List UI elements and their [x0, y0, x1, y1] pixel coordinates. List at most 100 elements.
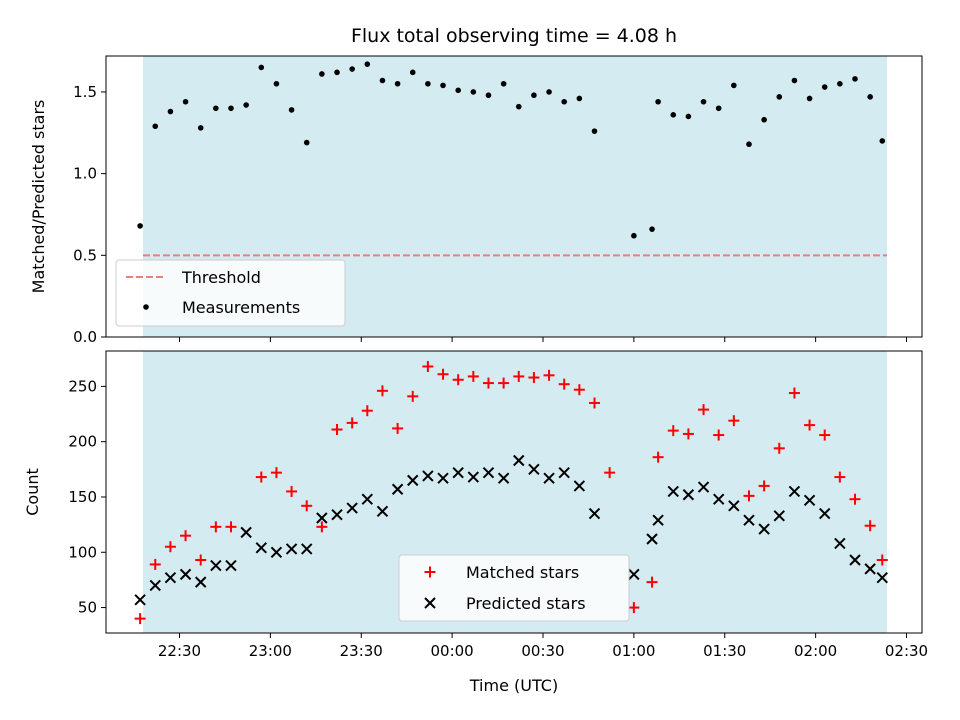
predicted-star-point: [255, 542, 267, 554]
measurement-point: [273, 80, 280, 87]
measurement-point: [515, 103, 522, 110]
predicted-star-point: [864, 563, 876, 575]
measurement-point: [167, 108, 174, 115]
measurement-point: [591, 128, 598, 134]
predicted-star-point: [467, 471, 480, 483]
predicted-star-point: [437, 472, 449, 484]
count-legend: Matched stars Predicted stars: [398, 554, 630, 622]
matched-star-point: [346, 417, 358, 429]
predicted-star-point: [391, 483, 404, 495]
matched-star-point: [628, 602, 640, 614]
measurement-point: [197, 125, 204, 131]
matched-star-point: [876, 554, 888, 566]
measurement-point: [879, 138, 886, 144]
predicted-star-point: [573, 480, 586, 492]
predicted-star-point: [194, 576, 207, 588]
measurement-point: [806, 95, 813, 102]
measurement-point: [440, 82, 446, 89]
measurement-point: [631, 232, 637, 239]
count-panel: 50 100 150 200 250 22:30 23:00 23:30 00:00 00:30…: [23, 350, 928, 695]
predicted-star-point: [331, 508, 343, 521]
predicted-star-point: [667, 485, 679, 498]
measurement-point: [425, 80, 431, 87]
chart-title: Flux total observing time = 4.08 h: [351, 25, 677, 47]
predicted-star-point: [513, 454, 525, 467]
predicted-star-point: [543, 472, 555, 484]
y-tick-label: 1.0: [73, 165, 97, 183]
measurement-point: [531, 92, 537, 99]
matched-star-point: [573, 384, 585, 396]
matched-star-point: [286, 485, 298, 497]
matched-star-point: [376, 385, 388, 397]
matched-star-point: [392, 422, 404, 434]
predicted-star-point: [652, 514, 664, 526]
count-panel-frame: [105, 350, 923, 634]
ratio-panel: 0.0 0.5 1.0 1.5 Flux total observing time =…: [29, 25, 923, 346]
measurement-point: [776, 94, 783, 100]
matched-star-point: [270, 467, 282, 479]
x-tick-label: 02:30: [885, 642, 928, 660]
x-tick-label: 01:00: [612, 642, 655, 660]
measurement-point: [288, 107, 295, 113]
predicted-star-point: [210, 559, 222, 572]
matched-star-point: [743, 490, 755, 502]
predicted-star-point: [697, 481, 710, 493]
matched-star-point: [225, 521, 237, 533]
x-tick-label: 01:30: [703, 642, 746, 660]
legend-matched-swatch: [424, 566, 436, 578]
y-tick-label: 1.5: [73, 83, 97, 101]
matched-star-point: [819, 429, 831, 441]
measurement-point: [546, 89, 552, 95]
matched-star-point: [301, 500, 313, 512]
measurement-point: [485, 92, 492, 99]
measurement-point: [349, 66, 355, 72]
ratio-y-axis-label: Matched/Predicted stars: [29, 100, 48, 294]
measurement-point: [649, 226, 655, 232]
predicted-star-point: [149, 579, 161, 592]
predicted-star-point: [803, 494, 816, 507]
measurement-point: [761, 116, 767, 123]
predicted-star-point: [743, 514, 755, 526]
matched-star-point: [758, 480, 770, 492]
measurement-point: [152, 123, 159, 130]
legend-predicted-swatch: [424, 597, 436, 609]
matched-star-point: [331, 424, 343, 436]
measurement-point: [746, 141, 752, 148]
predicted-star-point: [316, 512, 328, 524]
ratio-panel-frame: [105, 55, 923, 338]
predicted-star-point: [407, 474, 419, 487]
matched-star-point: [195, 554, 207, 566]
count-y-axis-label: Count: [23, 468, 42, 516]
matched-star-point: [467, 370, 479, 382]
measurement-point: [561, 98, 568, 105]
predicted-star-point: [270, 546, 283, 558]
measurement-point: [867, 94, 873, 100]
predicted-star-point: [285, 543, 298, 555]
matched-star-point: [804, 419, 816, 431]
ratio-legend: Threshold Measurements: [115, 259, 346, 327]
predicted-star-point: [712, 493, 725, 505]
y-tick-label: 200: [68, 433, 97, 451]
measurement-point: [576, 95, 583, 102]
matched-star-point: [667, 425, 679, 437]
predicted-star-point: [728, 500, 740, 512]
predicted-star-point: [628, 568, 640, 581]
matched-star-point: [210, 521, 222, 533]
matched-star-point: [652, 451, 664, 463]
predicted-star-point: [482, 466, 495, 479]
measurement-point: [243, 102, 249, 108]
x-tick-label: 02:00: [794, 642, 837, 660]
y-tick-label: 0.0: [73, 328, 97, 346]
predicted-star-point: [134, 594, 146, 606]
matched-star-point: [164, 541, 176, 553]
x-tick-label: 22:30: [158, 642, 201, 660]
matched-star-point: [180, 530, 192, 542]
matched-star-point: [498, 377, 510, 389]
matched-star-point: [513, 370, 525, 382]
measurement-point: [700, 98, 707, 105]
measurement-point: [334, 69, 340, 76]
measurement-point: [213, 105, 219, 112]
predicted-star-point: [376, 505, 389, 518]
ratio-x-ticks: [179, 337, 907, 342]
measurement-point: [470, 89, 477, 95]
